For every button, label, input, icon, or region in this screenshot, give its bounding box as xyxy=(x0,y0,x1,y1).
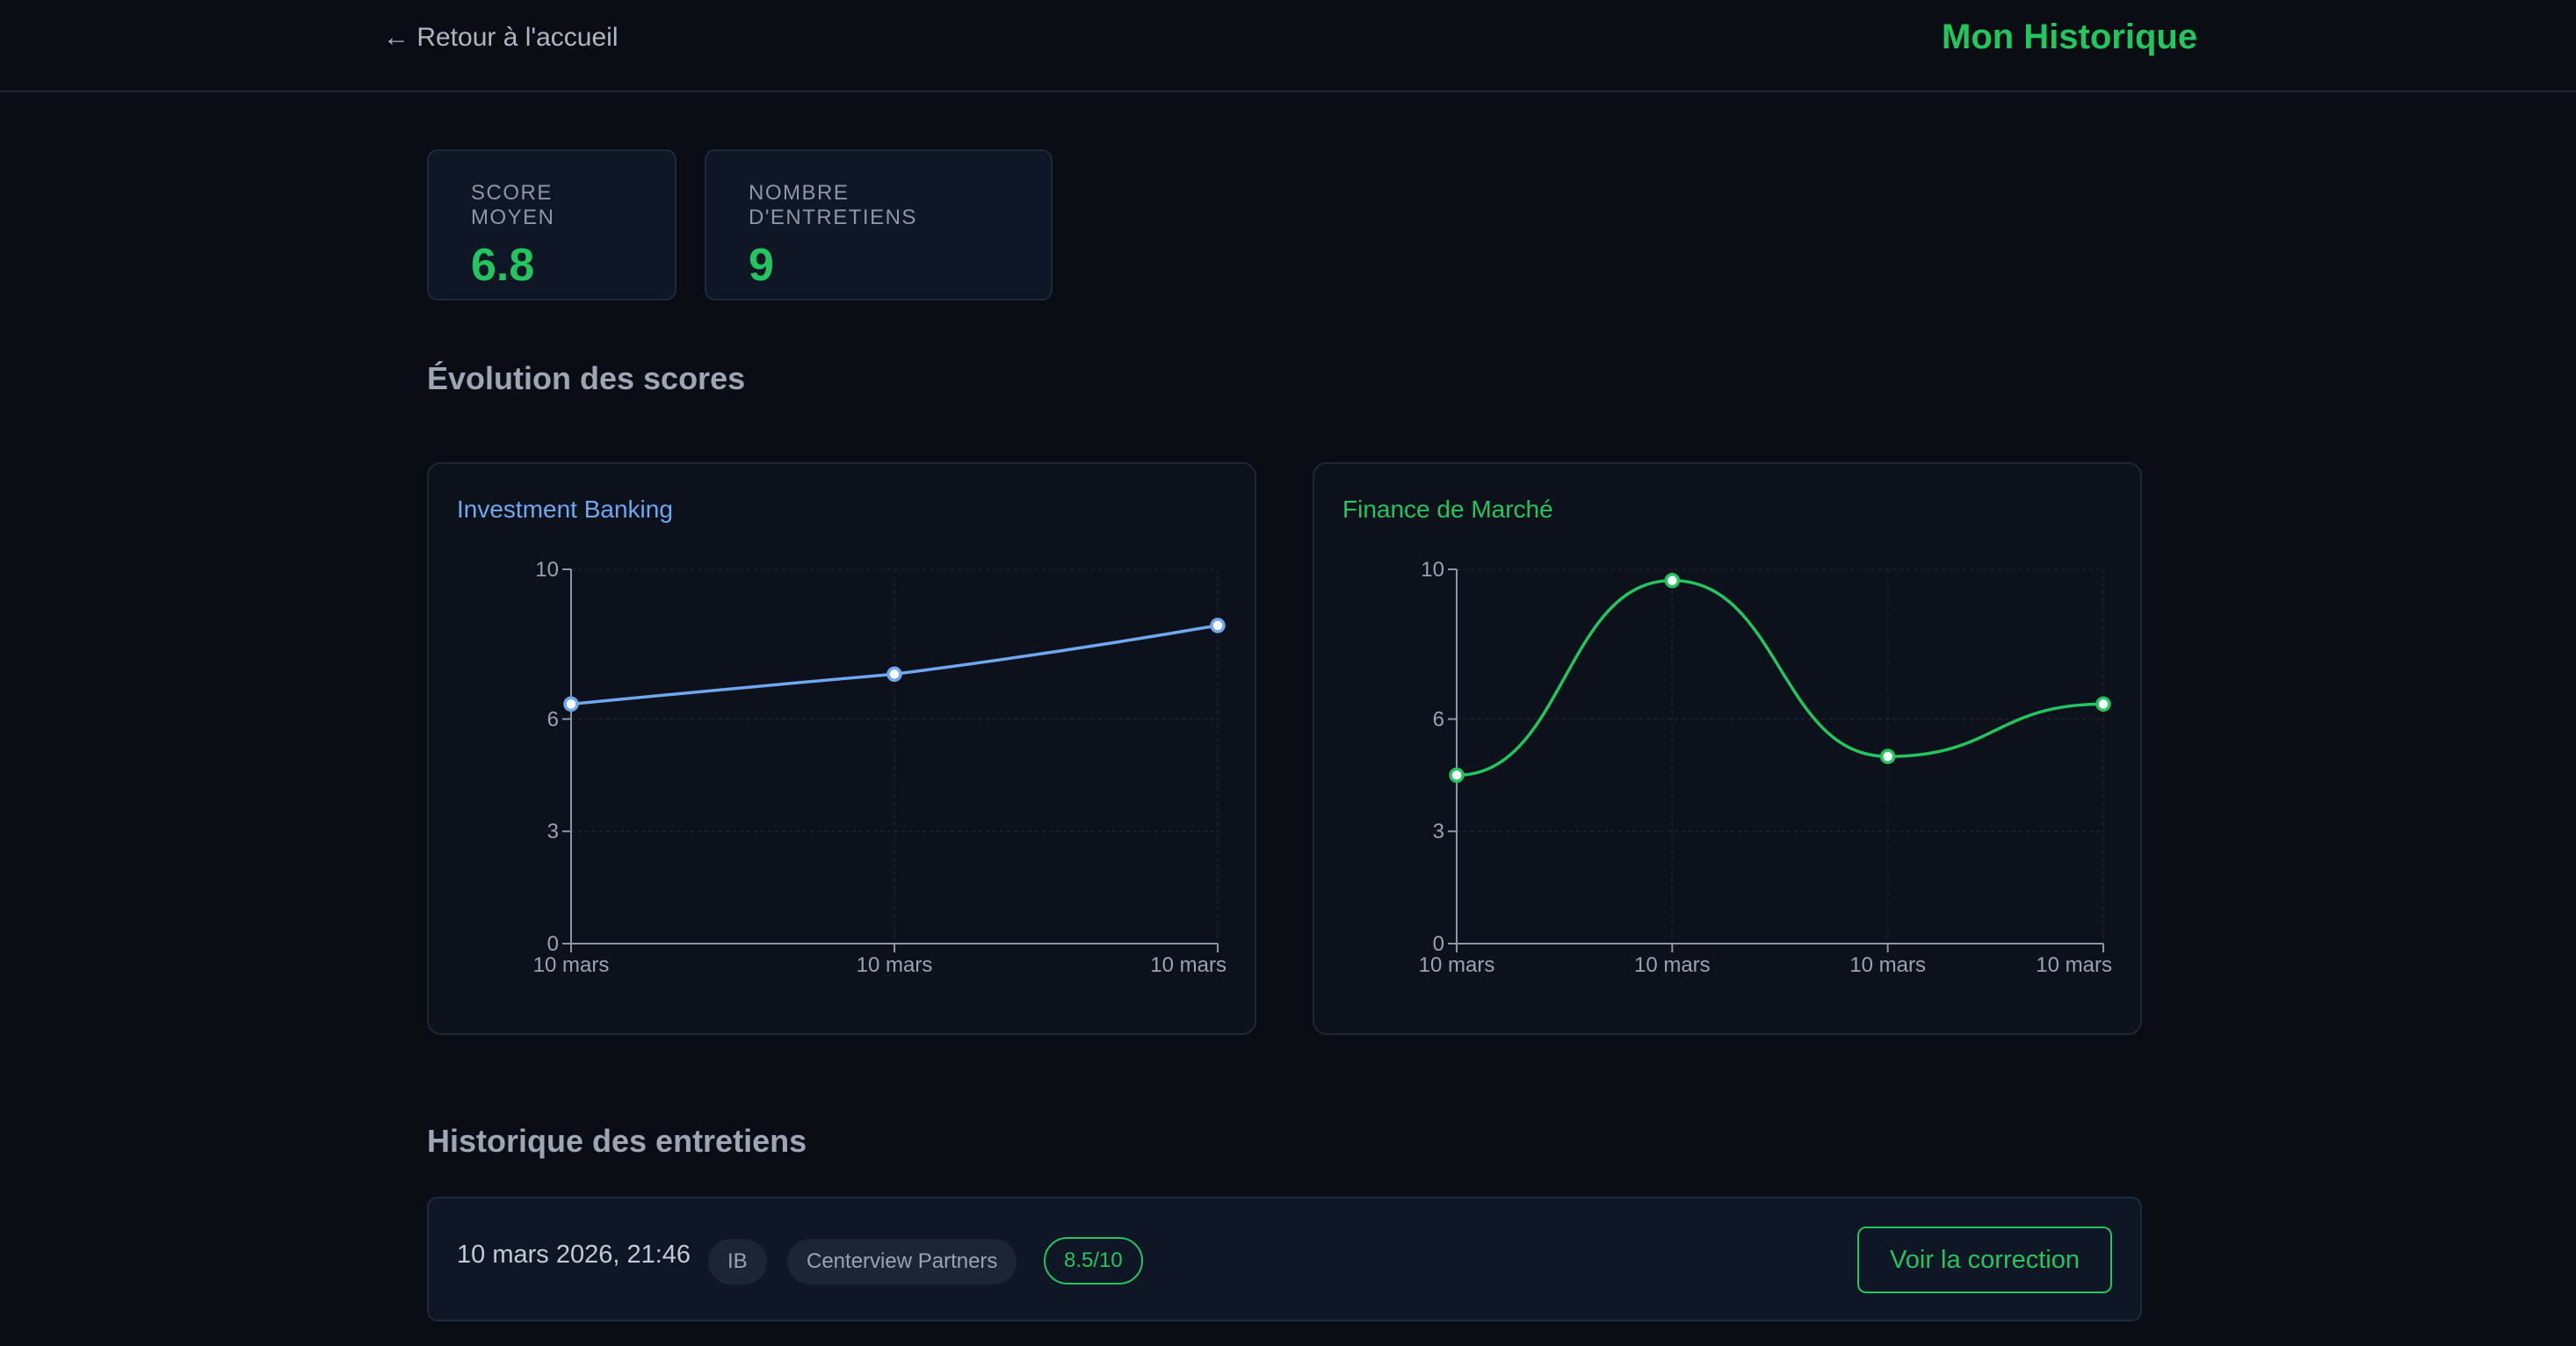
y-tick-label: 3 xyxy=(1433,820,1444,843)
top-bar: ← Retour à l'accueil Mon Historique xyxy=(0,0,2576,92)
score-badge: 8.5/10 xyxy=(1044,1237,1143,1284)
x-tick-label: 10 mars xyxy=(2036,953,2112,977)
stat-label: NOMBRE D'ENTRETIENS xyxy=(749,181,917,229)
stat-value: 6.8 xyxy=(471,240,535,291)
data-point xyxy=(1879,749,1896,764)
series-line xyxy=(1456,579,2104,778)
y-tick-label: 6 xyxy=(1433,707,1444,731)
data-point xyxy=(563,696,579,713)
back-to-home-link[interactable]: ← Retour à l'accueil xyxy=(383,23,619,52)
category-badge: IB xyxy=(708,1239,767,1284)
stat-label: SCORE MOYEN xyxy=(471,181,555,229)
x-tick-label: 10 mars xyxy=(533,953,610,977)
page-title: Mon Historique xyxy=(1942,18,2198,56)
evolution-section-title: Évolution des scores xyxy=(427,360,746,396)
chart-title: Finance de Marché xyxy=(1342,496,1553,523)
chart-investment-banking: 0 3 6 10 10 mars 10 mars 10 mars xyxy=(533,558,1226,977)
interview-date: 10 mars 2026, 21:46 xyxy=(457,1241,691,1269)
x-tick-label: 10 mars xyxy=(1419,953,1495,977)
x-tick-label: 10 mars xyxy=(1849,953,1926,977)
y-tick-label: 10 xyxy=(535,558,559,582)
chart-title: Investment Banking xyxy=(457,496,673,523)
data-point xyxy=(1210,618,1226,633)
y-tick-label: 0 xyxy=(547,932,559,956)
y-tick-label: 0 xyxy=(1433,932,1444,956)
chart-card-investment-banking: Investment Banking 0 3 6 10 10 mars 10 mars 10… xyxy=(427,462,1256,1035)
x-tick-label: 10 mars xyxy=(1634,953,1711,977)
y-tick-label: 3 xyxy=(547,820,559,843)
data-point xyxy=(1449,767,1465,784)
history-row: 10 mars 2026, 21:46 IB Centerview Partne… xyxy=(427,1197,2142,1321)
data-point xyxy=(1664,573,1681,589)
chart-card-finance-de-marche: Finance de Marché 0 3 6 10 10 mars 10 mars 10 … xyxy=(1313,462,2142,1035)
company-badge: Centerview Partners xyxy=(787,1239,1017,1284)
y-tick-label: 6 xyxy=(547,707,559,731)
stat-card-interview-count: NOMBRE D'ENTRETIENS 9 xyxy=(705,149,1053,300)
stat-card-average-score: SCORE MOYEN 6.8 xyxy=(427,149,677,300)
x-tick-label: 10 mars xyxy=(1150,953,1226,977)
view-correction-button[interactable]: Voir la correction xyxy=(1857,1227,2112,1293)
history-section-title: Historique des entretiens xyxy=(427,1123,807,1159)
data-point xyxy=(886,666,902,683)
data-point xyxy=(2095,696,2111,713)
stat-value: 9 xyxy=(749,240,774,291)
chart-finance-de-marche: 0 3 6 10 10 mars 10 mars 10 mars 10 mars xyxy=(1419,558,2112,977)
y-tick-label: 10 xyxy=(1421,558,1444,582)
x-tick-label: 10 mars xyxy=(857,953,933,977)
